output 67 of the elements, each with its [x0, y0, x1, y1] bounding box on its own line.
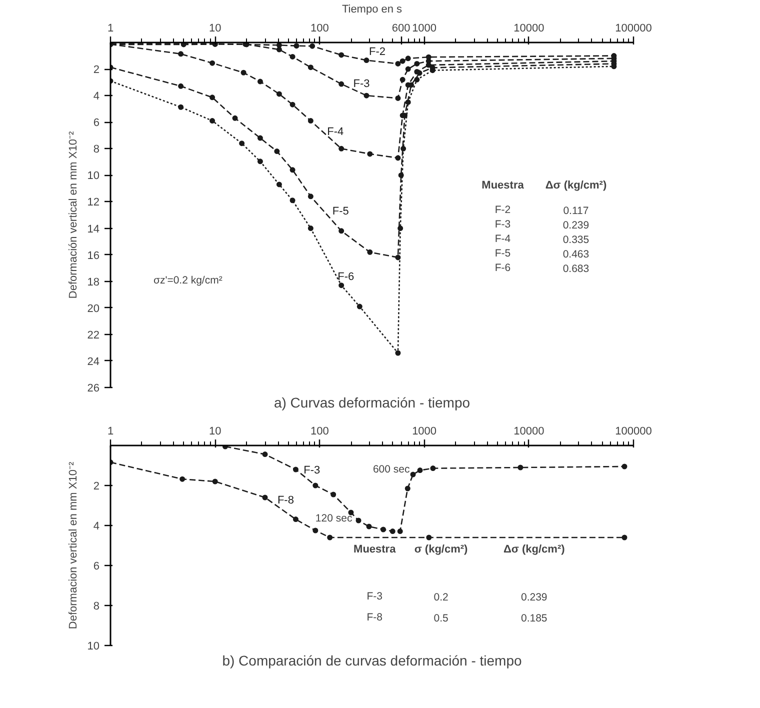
- annotation: Δσ (kg/cm²): [545, 180, 607, 192]
- y-tick-label: 2: [93, 64, 100, 76]
- annotation: F-6: [494, 262, 511, 274]
- y-tick-label: 4: [93, 90, 100, 103]
- x-tick-label: 1000: [412, 426, 437, 438]
- annotation: 120 sec: [315, 512, 352, 524]
- annotation: Muestra: [354, 544, 397, 556]
- series-label: F-5: [332, 206, 349, 218]
- annotation: σz'=0.2 kg/cm²: [153, 274, 223, 287]
- series-label: F-8: [277, 494, 294, 506]
- annotation: F-2: [494, 204, 511, 216]
- y-tick-label: 18: [87, 276, 100, 288]
- annotation: F-4: [494, 232, 511, 245]
- series-label: F-3: [353, 78, 370, 90]
- annotation: Δσ (kg/cm²): [503, 544, 566, 556]
- annotation: F-3: [366, 590, 383, 602]
- annotation: 0.2: [434, 592, 448, 604]
- annotation: σ (kg/cm²): [414, 544, 468, 556]
- annotation: 0.239: [562, 219, 590, 232]
- y-tick-label: 16: [87, 250, 100, 262]
- y-tick-label: 22: [87, 329, 100, 342]
- series-label: F-2: [368, 46, 386, 58]
- x-tick-label: 100000: [615, 426, 652, 438]
- y-axis-title: Deformacion vertical en mm X10⁻²: [67, 462, 80, 630]
- y-tick-label: 14: [87, 223, 100, 236]
- y-tick-label: 6: [93, 117, 100, 130]
- y-tick-label: 10: [87, 640, 100, 652]
- x-tick-label: 10: [208, 22, 222, 34]
- text: a) Curvas deformación - tiempo: [274, 394, 470, 410]
- annotation: 0.335: [562, 234, 590, 246]
- y-tick-label: 4: [93, 520, 100, 532]
- annotation: Muestra: [482, 180, 525, 192]
- x-tick-label: 10000: [514, 426, 544, 438]
- annotation: F-8: [366, 612, 383, 624]
- y-tick-label: 12: [87, 196, 100, 209]
- x-tick-label: 1: [107, 22, 114, 34]
- y-tick-label: 6: [93, 560, 100, 572]
- y-tick-label: 8: [93, 144, 100, 156]
- x-tick-label: 1: [107, 426, 114, 438]
- series-label: F-6: [338, 271, 354, 284]
- x-axis-title: Tiempo en s: [342, 4, 403, 16]
- y-tick-label: 2: [93, 480, 100, 492]
- y-tick-label: 24: [87, 356, 100, 368]
- annotation: 0.5: [434, 612, 448, 624]
- x-tick-label: 100: [310, 22, 329, 34]
- annotation: F-5: [494, 247, 511, 260]
- x-tick-label: 100: [310, 426, 329, 438]
- x-tick-label: 600: [392, 22, 410, 34]
- series-label: F-4: [327, 126, 344, 138]
- y-tick-label: 10: [87, 170, 100, 182]
- annotation: 0.117: [563, 204, 589, 217]
- annotation: F-3: [494, 218, 511, 230]
- text: b) Comparación de curvas deformación - tiempo: [222, 652, 522, 668]
- y-axis-title: Deformación vertical en mm X10⁻²: [67, 131, 80, 299]
- y-tick-label: 26: [87, 382, 100, 394]
- annotation: 0.463: [562, 248, 590, 260]
- x-tick-label: 100000: [615, 22, 652, 34]
- annotation: 0.683: [562, 262, 590, 275]
- y-tick-label: 20: [87, 302, 100, 315]
- x-tick-label: 10: [208, 426, 222, 438]
- annotation: 0.185: [520, 612, 548, 624]
- x-tick-label: 10000: [514, 22, 544, 34]
- y-tick-label: 8: [93, 600, 100, 612]
- x-tick-label: 1000: [412, 22, 437, 34]
- annotation: 0.239: [520, 592, 548, 604]
- annotation: 600 sec: [372, 464, 410, 476]
- series-label: F-3: [304, 464, 320, 476]
